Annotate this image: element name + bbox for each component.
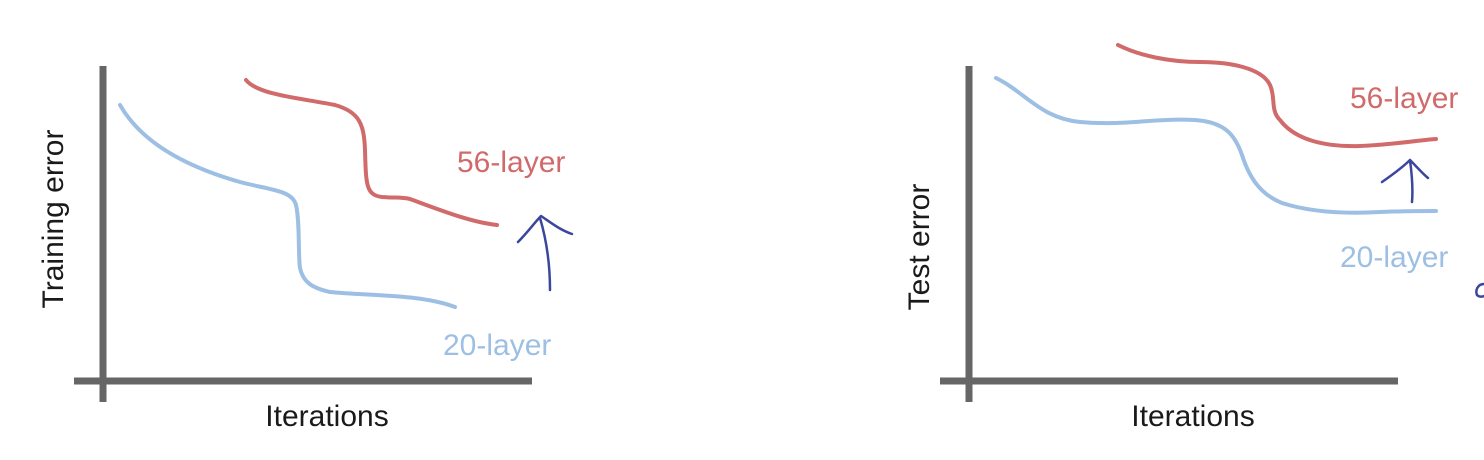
training-series-20-layer-line [118,103,457,309]
test-error-chart: Test error Iterations 56-layer 20-layer [903,43,1484,433]
training-xlabel: Iterations [265,400,388,433]
training-series-56-layer-line [244,78,499,227]
test-xlabel: Iterations [1131,400,1254,433]
test-series-20-layer-line [994,76,1438,215]
training-annotation-arrow [516,214,574,292]
training-error-chart: Training error Iterations 56-layer 20-la… [37,66,574,433]
test-series-56-layer-label: 56-layer [1350,82,1458,115]
training-series-20-layer-label: 20-layer [443,329,551,362]
test-annotation-mark [1475,282,1484,298]
training-series-56-layer-label: 56-layer [457,146,565,179]
training-ylabel: Training error [37,130,70,309]
test-annotation-arrow [1380,158,1430,204]
test-series-20-layer-label: 20-layer [1340,241,1448,274]
test-series-56-layer-line [1116,43,1438,149]
test-ylabel: Test error [903,184,936,311]
